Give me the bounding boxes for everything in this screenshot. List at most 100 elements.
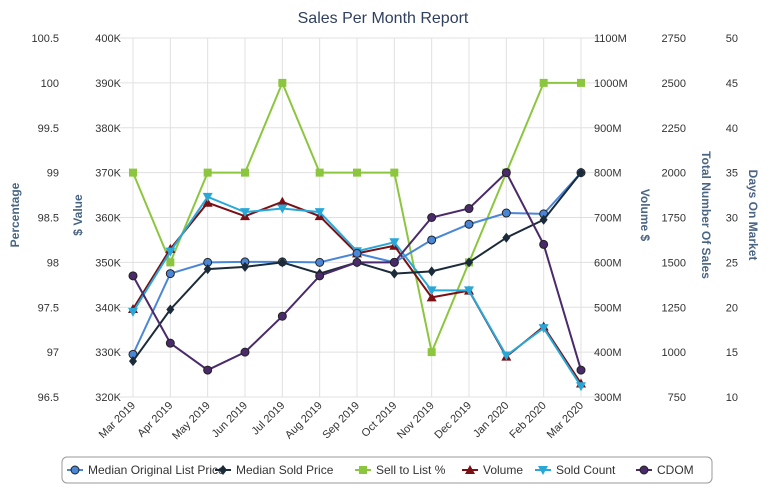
sell-to-list-point (353, 168, 361, 177)
volume-tick-label: 600M (594, 257, 622, 269)
sell-to-list-point (390, 168, 399, 177)
volume-axis-title: Volume $ (638, 189, 652, 242)
median-sold-price-point (502, 232, 511, 243)
sell-to-list-point (129, 168, 137, 177)
days-tick-label: 35 (726, 168, 738, 180)
sold-count-point (165, 247, 176, 257)
days-tick-label: 40 (726, 123, 738, 135)
cdom-point (576, 365, 586, 375)
left-axes: 96.5 97 97.5 98 98.5 99 99.5 100 100.5 320K 330K 34… (31, 33, 121, 404)
volume-tick-label: 500M (594, 302, 622, 314)
median-sold-price-point (577, 167, 585, 178)
days-axis-title: Days On Market (746, 170, 760, 261)
volume-tick-label: 900M (594, 123, 622, 135)
sell-to-list-point (577, 78, 585, 87)
value-tick-label: 360K (95, 213, 121, 225)
volume-point (426, 292, 437, 302)
volume-tick-label: 1000M (594, 78, 628, 90)
cdom-point (539, 239, 549, 249)
value-tick-label: 350K (95, 257, 121, 269)
median-original-list-price-point (464, 219, 474, 229)
count-tick-label: 1750 (662, 213, 686, 225)
sell-to-list-point (539, 78, 548, 87)
legend-sell-to-list-label[interactable]: Sell to List % (376, 463, 446, 477)
value-tick-label: 340K (95, 302, 121, 314)
x-tick-label: Jan 2020 (471, 400, 511, 440)
median-sold-price-point (465, 257, 473, 268)
count-tick-label: 1500 (662, 257, 686, 269)
legend-cdom-label[interactable]: CDOM (657, 463, 694, 477)
cdom-point (277, 311, 287, 321)
legend-cdom-marker (639, 465, 649, 475)
x-tick-label: Feb 2020 (507, 400, 548, 441)
percentage-tick-label: 98 (47, 257, 59, 269)
x-tick-label: May 2019 (170, 400, 213, 443)
x-tick-label: Nov 2019 (395, 400, 437, 442)
median-original-list-price-point (501, 208, 511, 218)
x-tick-label: Mar 2019 (97, 400, 138, 441)
x-tick-label: Jun 2019 (210, 400, 250, 440)
legend-sell-to-list-marker (359, 466, 367, 474)
legend-median-original-list-price-marker (70, 465, 80, 475)
median-sold-price-point (203, 264, 212, 275)
gridlines (115, 37, 600, 398)
legend-median-original-list-price-label[interactable]: Median Original List Price (88, 463, 225, 477)
legend-sold-count-marker (538, 466, 548, 475)
percentage-tick-label: 99 (47, 168, 59, 180)
volume-tick-label: 800M (594, 168, 622, 180)
percentage-tick-label: 100 (41, 78, 59, 90)
sold-count-point (389, 238, 400, 248)
sold-count-point (576, 382, 586, 392)
sell-to-list-point (315, 168, 324, 177)
sold-count-point (426, 286, 437, 296)
percentage-axis-title: Percentage (8, 182, 22, 247)
sold-count-point (538, 324, 549, 334)
legend-median-sold-price-label[interactable]: Median Sold Price (236, 463, 334, 477)
sold-count-point (128, 307, 138, 317)
legend-volume-label[interactable]: Volume (483, 463, 523, 477)
percentage-tick-label: 97.5 (38, 302, 59, 314)
value-tick-label: 330K (95, 347, 121, 359)
count-axis-title: Total Number Of Sales (699, 151, 713, 279)
days-tick-label: 45 (726, 78, 738, 90)
value-tick-label: 370K (95, 168, 121, 180)
chart-title: Sales Per Month Report (298, 10, 469, 27)
series-layer (128, 78, 586, 392)
median-sold-price-point (390, 268, 399, 279)
cdom-series (128, 168, 586, 375)
x-tick-label: Sep 2019 (320, 400, 362, 442)
median-original-list-price-point (315, 257, 325, 267)
days-tick-label: 30 (726, 213, 738, 225)
cdom-point (128, 271, 138, 281)
days-tick-label: 20 (726, 302, 738, 314)
legend-median-sold-price-marker (219, 465, 227, 475)
legend-volume-marker (465, 465, 475, 474)
sell-to-list-point (427, 348, 436, 357)
percentage-tick-label: 100.5 (31, 33, 59, 45)
x-tick-label: Jul 2019 (250, 400, 288, 438)
x-tick-label: Oct 2019 (359, 400, 399, 440)
x-tick-label: Dec 2019 (432, 400, 474, 442)
sold-count-point (240, 208, 250, 218)
sold-count-point (202, 192, 213, 202)
count-tick-label: 1250 (662, 302, 686, 314)
value-axis-title: $ Value (71, 194, 85, 236)
volume-point (202, 197, 213, 207)
days-tick-label: 25 (726, 257, 738, 269)
sold-count-point (277, 204, 288, 214)
percentage-tick-label: 98.5 (38, 213, 59, 225)
percentage-tick-label: 97 (47, 347, 59, 359)
sell-to-list-point (203, 168, 212, 177)
sell-to-list-point (241, 168, 249, 177)
x-tick-label: Mar 2020 (545, 400, 586, 441)
median-original-list-price-point (352, 248, 362, 258)
cdom-point (240, 347, 250, 357)
legend-box (61, 456, 713, 484)
legend-sold-count-label[interactable]: Sold Count (556, 463, 616, 477)
volume-tick-label: 400M (594, 347, 622, 359)
count-tick-label: 2250 (662, 123, 686, 135)
days-tick-label: 15 (726, 347, 738, 359)
median-original-list-price-point (427, 235, 437, 245)
median-original-list-price-point (165, 269, 175, 279)
